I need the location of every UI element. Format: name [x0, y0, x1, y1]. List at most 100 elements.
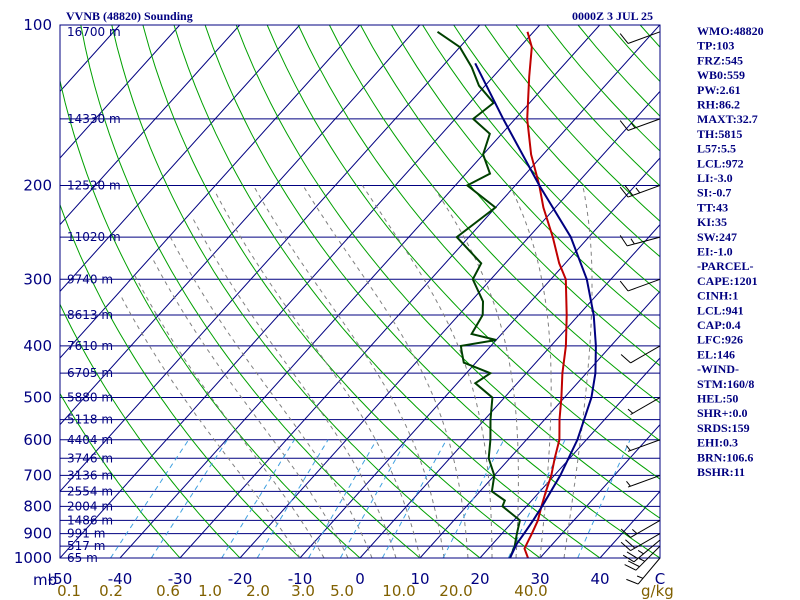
mixing-ratio-tick-label: 0.1 [57, 582, 81, 600]
mixing-ratio-tick-label: 2.0 [246, 582, 270, 600]
wind-barb-half-flag [630, 122, 636, 129]
dewpoint-profile [436, 30, 522, 558]
sounding-index: EHI:0.3 [697, 436, 738, 450]
height-label: 2554 m [67, 484, 113, 498]
temperature-profile [523, 31, 568, 558]
pressure-unit-label: mb [33, 571, 57, 589]
dry-adiabat [60, 203, 301, 558]
height-label: 517 m [67, 539, 105, 553]
moist-adiabat [252, 185, 445, 558]
wind-barb-staff [637, 557, 661, 585]
mixing-ratio-tick-label: 3.0 [291, 582, 315, 600]
wind-barb [619, 31, 661, 44]
height-label: 12520 m [67, 178, 121, 192]
sounding-index: SI:-0.7 [697, 186, 731, 200]
wind-barb-half-flag [636, 575, 644, 579]
height-label: 4404 m [67, 433, 113, 447]
sounding-index: LCL:941 [697, 303, 744, 317]
wind-barbs [619, 31, 661, 585]
sounding-index: BSHR:11 [697, 465, 745, 479]
height-label: 11020 m [67, 230, 121, 244]
wind-barb-staff [627, 474, 661, 488]
height-label: 2004 m [67, 499, 113, 513]
temperature-tick-label: 40 [590, 570, 609, 588]
height-label: 3136 m [67, 468, 113, 482]
isotherm--60 [60, 25, 481, 493]
pressure-tick-label: 800 [23, 497, 52, 515]
valid-time: 0000Z 3 JUL 25 [572, 9, 653, 23]
moist-adiabat [134, 275, 325, 558]
wind-barb-flag [620, 354, 631, 364]
sounding-index: WMO:48820 [697, 24, 764, 38]
height-label: 3746 m [67, 451, 113, 465]
isotherm--10 [299, 157, 660, 558]
dry-adiabat [297, 25, 660, 442]
wind-barb [626, 439, 661, 452]
mixing-ratio-tick-label: 10.0 [382, 582, 415, 600]
sounding-index: CAPE:1201 [697, 274, 758, 288]
wind-barb-staff [630, 397, 661, 415]
isotherm--100 [60, 25, 241, 226]
sounding-index: PW:2.61 [697, 83, 741, 97]
wind-barb-half-flag [635, 187, 641, 194]
wind-barb-half-flag [630, 238, 635, 245]
wind-barb-staff [627, 236, 661, 247]
sounding-index: SRDS:159 [697, 421, 750, 435]
wind-barb-staff [627, 439, 661, 452]
wind-barb-staff [630, 519, 661, 538]
sounding-index: CINH:1 [697, 289, 738, 303]
dry-adiabat [80, 25, 421, 558]
dry-adiabat [173, 25, 601, 558]
isotherm-20 [479, 357, 660, 558]
height-label: 5118 m [67, 413, 113, 427]
plot-frame [59, 24, 661, 559]
pressure-tick-label: 400 [23, 337, 52, 355]
temperature-tick-label: 20 [470, 570, 489, 588]
sounding-index: SW:247 [697, 230, 737, 244]
moist-adiabat [432, 185, 519, 558]
wind-barb-staff [630, 345, 661, 364]
wind-barb-flag [619, 120, 629, 131]
sounding-index: BRN:106.6 [697, 450, 753, 464]
pressure-tick-label: 100 [23, 16, 52, 34]
sounding-index: -PARCEL- [697, 259, 753, 273]
dry-adiabat [328, 25, 660, 404]
isotherm--80 [60, 25, 361, 359]
temperature-tick-label: -10 [288, 570, 313, 588]
temperature-tick-label: -30 [168, 570, 193, 588]
mixing-ratio-line [339, 439, 408, 558]
wind-barb-half-flag [631, 529, 638, 535]
wind-barb [622, 539, 661, 563]
temperature-tick-label: -50 [48, 570, 73, 588]
dry-adiabat [266, 25, 660, 480]
sounding-index: EL:146 [697, 347, 735, 361]
mixing-ratio-line [308, 439, 378, 558]
isotherm--20 [239, 90, 660, 558]
sounding-index: TP:103 [697, 39, 734, 53]
wind-barb-flag [620, 528, 631, 538]
temperature-tick-label: -40 [108, 570, 133, 588]
isotherm--40 [119, 25, 601, 558]
temperature-tick-label: C [655, 570, 665, 588]
wind-barb-flag [619, 186, 629, 198]
height-label: 65 m [67, 551, 98, 565]
mixing-ratio-line [221, 439, 295, 558]
wind-barb-flag [619, 280, 629, 292]
mixing-ratio-line [150, 439, 228, 558]
mixing-ratio-line [577, 439, 631, 558]
sounding-index: TH:5815 [697, 127, 742, 141]
sounding-index: KI:35 [697, 215, 727, 229]
wind-barb-flag [622, 554, 635, 563]
sounding-index: LCL:972 [697, 156, 744, 170]
wind-barb-staff [635, 545, 661, 571]
parcel-profile [474, 62, 597, 558]
sounding-indices: WMO:48820TP:103FRZ:545WB0:559PW:2.61RH:8… [697, 24, 764, 479]
mixing-ratio-unit-label: g/kg [641, 582, 674, 600]
isotherm-0 [359, 223, 660, 558]
sounding-index: RH:86.2 [697, 98, 740, 112]
wind-barb [620, 533, 661, 552]
sounding-index: WB0:559 [697, 68, 745, 82]
pressure-tick-label: 900 [23, 525, 52, 543]
mixing-ratio-tick-label: 20.0 [439, 582, 472, 600]
